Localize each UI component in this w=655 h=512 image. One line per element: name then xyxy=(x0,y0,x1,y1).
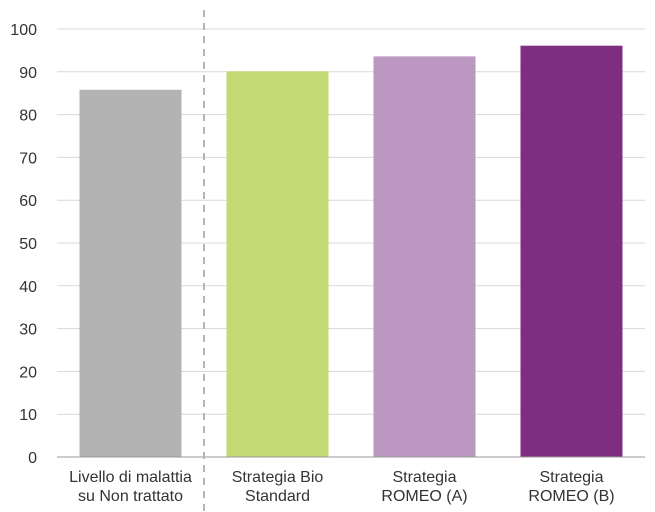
x-tick-label-line: Livello di malattia xyxy=(69,469,192,486)
y-tick-label-90: 90 xyxy=(19,65,37,82)
bar-0 xyxy=(79,89,182,457)
y-tick-label-60: 60 xyxy=(19,193,37,210)
x-tick-label-3: Strategia ROMEO (B) xyxy=(528,469,614,505)
x-tick-label-line: ROMEO (A) xyxy=(381,488,467,505)
x-tick-label-0: Livello di malattia su Non trattato xyxy=(69,469,192,505)
bar-3 xyxy=(520,45,623,457)
x-tick-label-line: Strategia Bio xyxy=(232,469,324,486)
x-tick-label-line: su Non trattato xyxy=(78,488,183,505)
x-tick-label-line: Standard xyxy=(245,488,310,505)
y-tick-label-30: 30 xyxy=(19,322,37,339)
x-tick-label-1: Strategia Bio Standard xyxy=(232,469,324,505)
labels: 0 10 20 30 40 50 60 70 80 90 100 Livello di malatti… xyxy=(10,22,614,505)
y-tick-label-0: 0 xyxy=(28,450,37,467)
axes xyxy=(57,10,645,512)
x-tick-label-line: ROMEO (B) xyxy=(528,488,614,505)
x-tick-label-2: Strategia ROMEO (A) xyxy=(381,469,467,505)
y-tick-label-50: 50 xyxy=(19,236,37,253)
y-tick-label-80: 80 xyxy=(19,108,37,125)
y-tick-label-70: 70 xyxy=(19,150,37,167)
bar-2 xyxy=(373,56,476,457)
y-tick-label-10: 10 xyxy=(19,407,37,424)
x-tick-label-line: Strategia xyxy=(539,469,603,486)
x-tick-label-line: Strategia xyxy=(392,469,456,486)
y-tick-label-20: 20 xyxy=(19,364,37,381)
y-tick-label-100: 100 xyxy=(10,22,37,39)
y-tick-label-40: 40 xyxy=(19,279,37,296)
bars xyxy=(79,45,623,457)
bar-1 xyxy=(226,71,329,457)
